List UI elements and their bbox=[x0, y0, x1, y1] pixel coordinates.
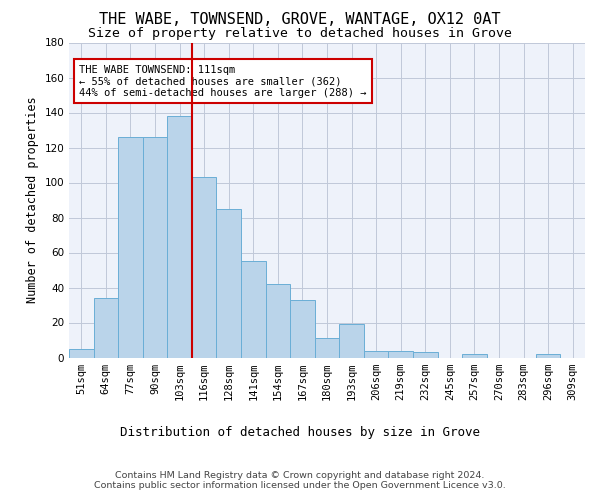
Text: Size of property relative to detached houses in Grove: Size of property relative to detached ho… bbox=[88, 28, 512, 40]
Bar bbox=[462, 354, 487, 358]
Bar bbox=[167, 116, 192, 358]
Bar bbox=[217, 209, 241, 358]
Text: Contains HM Land Registry data © Crown copyright and database right 2024.
Contai: Contains HM Land Registry data © Crown c… bbox=[94, 470, 506, 490]
Bar bbox=[364, 350, 388, 358]
Bar bbox=[413, 352, 437, 358]
Bar bbox=[536, 354, 560, 358]
Text: Distribution of detached houses by size in Grove: Distribution of detached houses by size … bbox=[120, 426, 480, 439]
Bar bbox=[94, 298, 118, 358]
Bar bbox=[388, 350, 413, 358]
Text: THE WABE TOWNSEND: 111sqm
← 55% of detached houses are smaller (362)
44% of semi: THE WABE TOWNSEND: 111sqm ← 55% of detac… bbox=[79, 64, 367, 98]
Bar bbox=[290, 300, 315, 358]
Bar bbox=[118, 137, 143, 358]
Bar bbox=[69, 349, 94, 358]
Bar bbox=[315, 338, 339, 357]
Bar bbox=[241, 261, 266, 358]
Bar bbox=[143, 137, 167, 358]
Y-axis label: Number of detached properties: Number of detached properties bbox=[26, 96, 39, 304]
Bar bbox=[339, 324, 364, 358]
Bar bbox=[266, 284, 290, 358]
Bar bbox=[192, 178, 217, 358]
Text: THE WABE, TOWNSEND, GROVE, WANTAGE, OX12 0AT: THE WABE, TOWNSEND, GROVE, WANTAGE, OX12… bbox=[99, 12, 501, 28]
